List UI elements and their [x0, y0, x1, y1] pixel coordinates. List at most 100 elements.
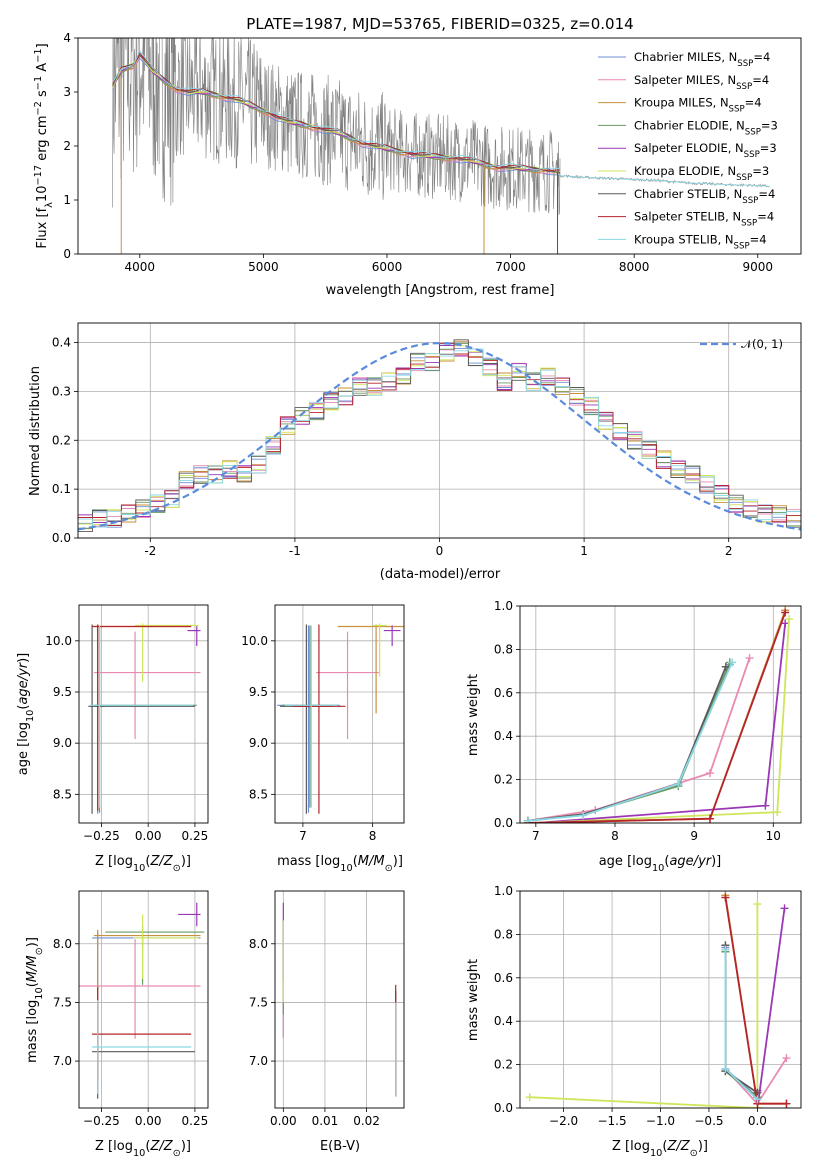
x-tick-label: 8 [611, 829, 619, 843]
x-tick-label: −0.25 [83, 829, 120, 843]
y-tick-label: 0.2 [494, 773, 513, 787]
x-tick-label: -2 [144, 544, 156, 558]
y-axis-label: age [log10(age/yr)] [16, 653, 36, 776]
x-tick-label: 0.00 [135, 829, 162, 843]
y-tick-label: 0.4 [494, 1014, 513, 1028]
x-tick-label: 0.25 [182, 1114, 209, 1128]
weight-line [724, 949, 788, 1106]
x-tick-label: 8000 [619, 260, 650, 274]
age-vs-z-content [88, 623, 201, 814]
age-vs-mass-axes [271, 605, 404, 827]
y-tick-label: 0.4 [494, 729, 513, 743]
weight-vs-z-frame [519, 890, 802, 1109]
age-vs-z-frame [78, 604, 209, 824]
y-tick-label: 10.0 [241, 634, 268, 648]
y-tick-label: 8.5 [53, 787, 72, 801]
y-tick-label: 3 [63, 85, 71, 99]
mass-vs-z-frame [78, 890, 209, 1109]
legend-label: Salpeter STELIB, NSSP=4 [634, 210, 774, 229]
x-tick-label: 7000 [495, 260, 526, 274]
y-tick-label: 0.3 [52, 384, 71, 398]
weight-line [529, 904, 759, 1108]
y-tick-label: 7.5 [53, 995, 72, 1009]
y-tick-label: 9.0 [249, 736, 268, 750]
legend-label: Chabrier ELODIE, NSSP=3 [634, 118, 778, 137]
y-tick-label: 0.2 [494, 1058, 513, 1072]
y-tick-label: 9.5 [249, 685, 268, 699]
y-tick-label: 8.0 [53, 937, 72, 951]
x-tick-label: 0.25 [182, 829, 209, 843]
residuals-frame [77, 322, 802, 539]
weight-marker [782, 1099, 791, 1108]
weight-marker [780, 904, 789, 913]
x-tick-label: −0.5 [694, 1114, 723, 1128]
weight-marker [721, 1064, 730, 1073]
y-tick-label: 1.0 [494, 884, 513, 898]
spectrum-content [112, 38, 771, 254]
legend-label: Salpeter ELODIE, NSSP=3 [634, 141, 777, 160]
y-tick-label: 7.0 [53, 1054, 72, 1068]
x-axis-label: Z [log10(Z/Z⊙)] [95, 1139, 191, 1159]
weight-marker [773, 808, 782, 817]
weight-vs-age-content [523, 606, 794, 823]
weight-marker [721, 662, 730, 671]
chart-title: PLATE=1987, MJD=53765, FIBERID=0325, z=0… [246, 15, 633, 33]
x-tick-label: 9000 [742, 260, 773, 274]
model-fit-tail [559, 175, 771, 187]
y-axis-label: mass [log10(M/M⊙)] [25, 937, 45, 1063]
age-vs-mass-frame [274, 604, 405, 824]
x-tick-label: −0.25 [83, 1114, 120, 1128]
y-tick-label: 0.0 [494, 816, 513, 830]
y-tick-label: 1 [63, 193, 71, 207]
x-tick-label: 5000 [248, 260, 279, 274]
x-tick-label: −1.5 [597, 1114, 626, 1128]
weight-marker [781, 608, 790, 617]
x-axis-label: mass [log10(M/M⊙)] [277, 854, 403, 874]
weight-line [527, 664, 731, 822]
x-tick-label: 6000 [372, 260, 403, 274]
x-tick-label: 0.00 [135, 1114, 162, 1128]
x-axis-label: Z [log10(Z/Z⊙)] [95, 854, 191, 874]
x-tick-label: 0 [436, 544, 444, 558]
weight-marker [761, 801, 770, 810]
x-tick-label: 1 [580, 544, 588, 558]
y-tick-label: 0.6 [494, 686, 513, 700]
y-tick-label: 0.0 [494, 1101, 513, 1115]
y-axis-label: mass weight [466, 959, 481, 1041]
y-tick-label: 0 [63, 247, 71, 261]
mass-vs-z-content [79, 902, 205, 1099]
weight-marker [781, 619, 790, 628]
x-axis-label: Z [log10(Z/Z⊙)] [612, 1139, 708, 1159]
weight-marker [721, 945, 730, 954]
weight-marker [753, 1095, 762, 1104]
weight-marker [674, 779, 683, 788]
x-tick-label: 0.01 [312, 1114, 339, 1128]
weight-marker [705, 769, 714, 778]
legend-label: Kroupa ELODIE, NSSP=3 [634, 164, 769, 183]
legend-label: Kroupa STELIB, NSSP=4 [634, 232, 767, 251]
weight-line [527, 662, 733, 822]
legend-label: Chabrier STELIB, NSSP=4 [634, 187, 775, 206]
x-axis-label: age [log10(age/yr)] [599, 854, 722, 874]
weight-vs-age-frame [519, 605, 802, 824]
y-tick-label: 0.8 [494, 927, 513, 941]
y-tick-label: 8.0 [249, 937, 268, 951]
weight-vs-age-axes [516, 605, 801, 827]
legend-label: 𝒩(0, 1) [741, 337, 783, 351]
normal-curve [78, 341, 801, 531]
y-tick-label: 0.1 [52, 482, 71, 496]
y-tick-label: 0.6 [494, 971, 513, 985]
spectrum-frame [77, 37, 802, 255]
y-axis-label: Flux [fλ10−17 erg cm−2 s−1 A−1] [33, 43, 55, 248]
y-tick-label: 1.0 [494, 599, 513, 613]
weight-marker [721, 893, 730, 902]
x-tick-label: 7 [299, 829, 307, 843]
residuals-axes [74, 323, 801, 542]
x-axis-label: E(B-V) [320, 1139, 360, 1154]
y-tick-label: 8.5 [249, 787, 268, 801]
spectrum-axes [74, 37, 759, 258]
legend-label: Chabrier MILES, NSSP=4 [634, 50, 770, 69]
x-tick-label: 2 [725, 544, 733, 558]
age-vs-z-axes [75, 605, 208, 827]
